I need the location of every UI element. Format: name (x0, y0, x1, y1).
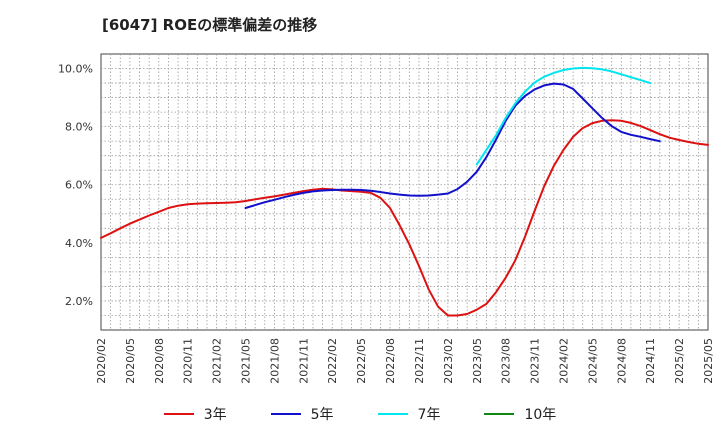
legend-swatch (377, 413, 408, 415)
series-line-3年 (100, 119, 709, 317)
x-tick-label: 2021/08 (268, 338, 281, 384)
y-axis: 2.0% 4.0% 6.0% 8.0% 10.0% (58, 63, 93, 308)
legend-label: 5年 (310, 407, 334, 423)
legend-item: 3年 (163, 404, 227, 424)
x-tick-label: 2024/05 (586, 338, 599, 384)
x-tick-label: 2021/02 (211, 338, 224, 384)
plot-area (100, 53, 709, 331)
x-axis: 2020/02 2020/05 2020/08 2020/11 2021/02 2021/… (95, 338, 715, 384)
chart-title: [6047] ROEの標準偏差の推移 (102, 16, 318, 34)
legend-item: 5年 (270, 404, 334, 424)
legend-swatch (270, 413, 301, 415)
x-tick-label: 2021/11 (297, 338, 310, 384)
x-tick-label: 2020/11 (182, 338, 195, 384)
x-tick-label: 2023/08 (500, 338, 513, 384)
x-tick-label: 2024/02 (557, 338, 570, 384)
legend-label: 7年 (417, 407, 441, 423)
x-tick-label: 2023/02 (442, 338, 455, 384)
x-tick-label: 2024/08 (615, 338, 628, 384)
x-tick-label: 2022/08 (384, 338, 397, 384)
x-tick-label: 2025/02 (673, 338, 686, 384)
x-tick-label: 2023/05 (471, 338, 484, 384)
x-tick-label: 2020/08 (153, 338, 166, 384)
series-line-7年 (475, 66, 652, 166)
x-tick-label: 2021/05 (240, 338, 253, 384)
legend-swatch (163, 413, 194, 415)
x-tick-label: 2022/05 (355, 338, 368, 384)
x-tick-label: 2023/11 (529, 338, 542, 384)
y-tick-label: 8.0% (65, 121, 93, 134)
y-tick-label: 2.0% (65, 295, 93, 308)
legend-item: 10年 (484, 404, 556, 424)
x-tick-label: 2025/05 (702, 338, 715, 384)
y-tick-label: 6.0% (65, 179, 93, 192)
legend-item: 7年 (377, 404, 441, 424)
x-tick-label: 2022/02 (326, 338, 339, 384)
x-tick-label: 2020/05 (124, 338, 137, 384)
series-line-5年 (244, 82, 661, 209)
legend-label: 10年 (524, 407, 557, 423)
y-tick-label: 10.0% (58, 63, 93, 76)
x-tick-label: 2024/11 (644, 338, 657, 384)
legend-label: 3年 (203, 407, 227, 423)
y-tick-label: 4.0% (65, 237, 93, 250)
legend: 3年 5年 7年 10年 (0, 404, 720, 424)
grid-layer (101, 54, 708, 330)
legend-swatch (484, 413, 515, 415)
x-tick-label: 2020/02 (95, 338, 108, 384)
x-tick-label: 2022/11 (413, 338, 426, 384)
series-layer (100, 66, 709, 317)
